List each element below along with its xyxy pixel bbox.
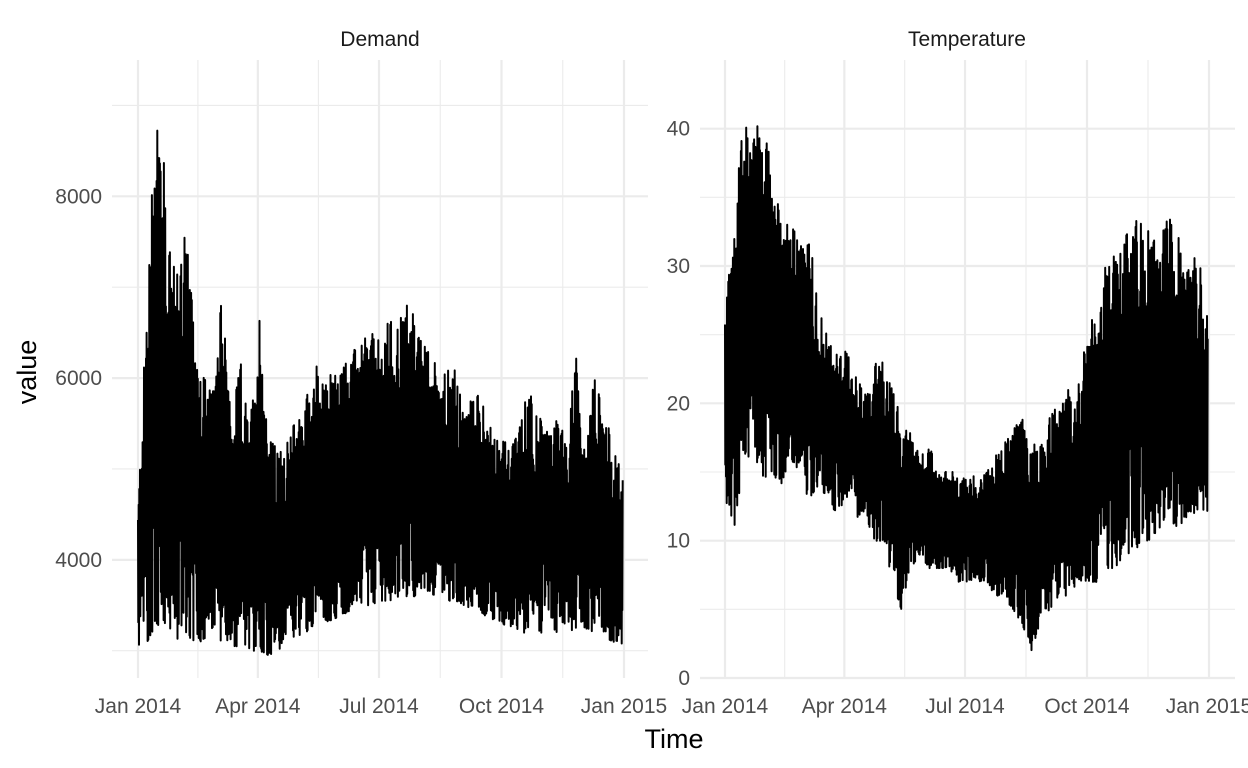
- demand-x-tick-label: Jan 2015: [581, 695, 667, 718]
- temperature-strip-title: Temperature: [908, 28, 1026, 51]
- temperature-y-tick-label: 20: [667, 392, 690, 415]
- demand-x-tick-label: Oct 2014: [459, 695, 545, 718]
- demand-panel: Demand 4000 6000 8000 Jan 2014 Apr 2014 Jul …: [55, 28, 667, 718]
- temperature-x-tick-label: Jul 2014: [925, 695, 1005, 718]
- temperature-x-tick-label: Jan 2015: [1166, 695, 1248, 718]
- y-axis-title: value: [12, 340, 42, 405]
- demand-y-tick-label: 4000: [55, 549, 102, 572]
- temperature-x-tick-labels: Jan 2014 Apr 2014 Jul 2014 Oct 2014 Jan 2015: [682, 695, 1248, 718]
- temperature-x-tick-label: Apr 2014: [802, 695, 888, 718]
- temperature-x-tick-label: Jan 2014: [682, 695, 769, 718]
- demand-y-tick-label: 6000: [55, 367, 102, 390]
- demand-series-line: [137, 129, 624, 656]
- temperature-x-tick-label: Oct 2014: [1044, 695, 1130, 718]
- temperature-y-tick-label: 10: [667, 530, 690, 553]
- demand-y-tick-label: 8000: [55, 185, 102, 208]
- temperature-y-tick-labels: 0 10 20 30 40: [667, 118, 690, 690]
- demand-x-tick-label: Jul 2014: [339, 695, 419, 718]
- temperature-y-tick-label: 40: [667, 118, 690, 141]
- demand-x-tick-label: Apr 2014: [215, 695, 301, 718]
- temperature-y-tick-label: 0: [678, 667, 690, 690]
- x-axis-title: Time: [645, 724, 704, 754]
- temperature-panel: Temperature 0 10 20 30 40 Jan 2014 Apr 2014 Ju…: [667, 28, 1248, 718]
- demand-x-tick-label: Jan 2014: [95, 695, 182, 718]
- demand-x-tick-labels: Jan 2014 Apr 2014 Jul 2014 Oct 2014 Jan 2015: [95, 695, 667, 718]
- demand-strip-title: Demand: [340, 28, 419, 51]
- temperature-y-tick-label: 30: [667, 255, 690, 278]
- temperature-series-line: [724, 125, 1209, 652]
- demand-y-tick-labels: 4000 6000 8000: [55, 185, 102, 572]
